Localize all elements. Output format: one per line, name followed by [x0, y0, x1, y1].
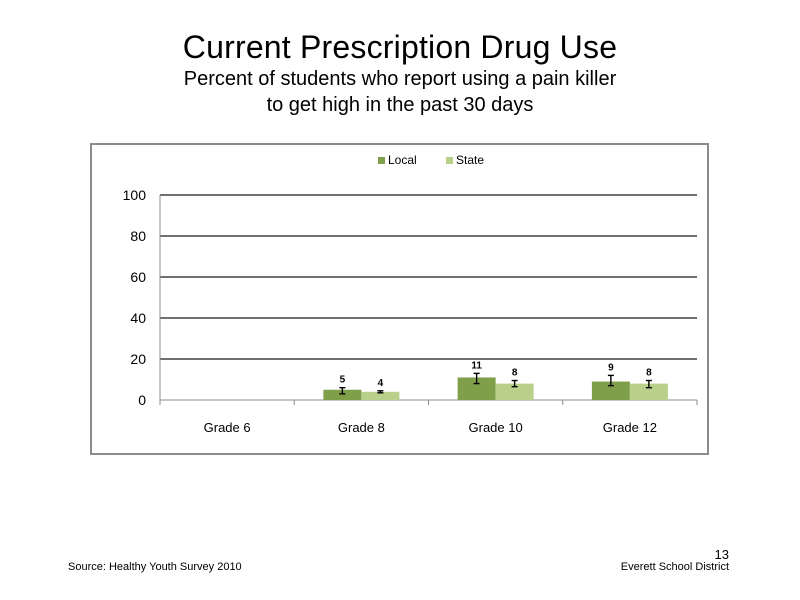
data-label: 11 — [471, 360, 482, 371]
slide-subtitle: Percent of students who report using a p… — [0, 66, 800, 118]
data-label: 8 — [646, 368, 652, 379]
organization-name: Everett School District — [620, 561, 729, 573]
bar-local — [457, 377, 496, 400]
bar-state — [361, 391, 400, 400]
y-tick-label: 100 — [123, 187, 147, 203]
chart-frame: Local State 0 20 40 60 80 100 Grade 6 Grade 8 Grad… — [90, 143, 709, 455]
legend-swatch-local — [378, 157, 385, 164]
data-label: 9 — [608, 362, 614, 373]
bar-local — [323, 389, 362, 400]
bar-local — [591, 381, 630, 400]
x-tick-label: Grade 6 — [204, 420, 251, 435]
x-tick-label: Grade 10 — [469, 420, 523, 435]
page-number: 13 — [714, 547, 729, 562]
legend-label-local: Local — [388, 153, 417, 167]
y-tick-label: 40 — [130, 310, 146, 326]
x-tick-label: Grade 12 — [603, 420, 657, 435]
y-tick-label: 80 — [130, 228, 146, 244]
legend-label-state: State — [456, 153, 484, 167]
subtitle-line-2: to get high in the past 30 days — [266, 94, 534, 116]
y-tick-label: 0 — [138, 392, 146, 408]
y-tick-label: 60 — [130, 269, 146, 285]
x-tick-label: Grade 8 — [338, 420, 385, 435]
subtitle-line-1: Percent of students who report using a p… — [183, 68, 617, 90]
data-label: 8 — [512, 368, 518, 379]
data-label: 5 — [340, 375, 346, 386]
source-note: Source: Healthy Youth Survey 2010 — [68, 561, 242, 573]
bar-state — [495, 383, 534, 400]
bar-state — [629, 383, 668, 400]
bar-chart: Local State 0 20 40 60 80 100 Grade 6 Grade 8 Grad… — [123, 153, 698, 435]
y-tick-label: 20 — [130, 351, 146, 367]
legend-swatch-state — [446, 157, 453, 164]
data-label: 4 — [378, 378, 384, 389]
slide-title: Current Prescription Drug Use — [182, 29, 618, 65]
